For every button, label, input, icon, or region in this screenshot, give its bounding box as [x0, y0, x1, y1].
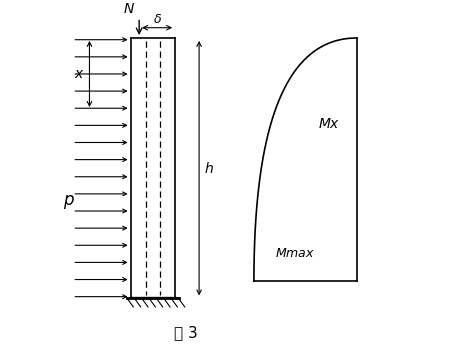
Text: $\delta$: $\delta$	[153, 13, 162, 26]
Text: $x$: $x$	[74, 67, 85, 81]
Text: $p$: $p$	[63, 193, 75, 212]
Text: $Mmax$: $Mmax$	[275, 247, 315, 260]
Text: N: N	[124, 2, 134, 16]
Text: $h$: $h$	[204, 161, 214, 176]
Text: $Mx$: $Mx$	[318, 117, 341, 131]
Text: 图 3: 图 3	[173, 325, 197, 340]
